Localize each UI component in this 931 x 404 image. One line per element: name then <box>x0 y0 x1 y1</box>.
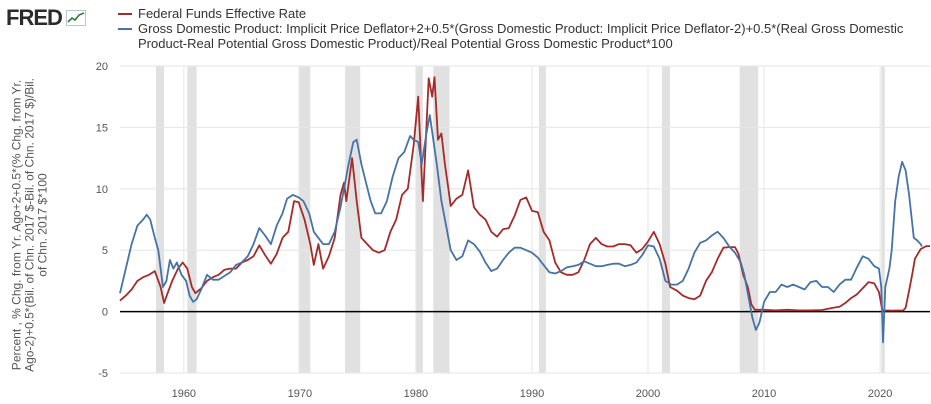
fred-logo[interactable]: FRED <box>6 5 86 31</box>
x-tick-label: 1980 <box>404 388 428 400</box>
x-tick-label: 2010 <box>752 388 776 400</box>
y-tick-label: 0 <box>102 307 108 319</box>
legend-swatch-gdp-rule <box>118 28 132 30</box>
series-line-fed-funds <box>119 76 930 312</box>
y-tick-label: 5 <box>102 245 108 257</box>
legend-item-fed-funds: Federal Funds Effective Rate <box>118 6 918 21</box>
recession-band <box>345 66 361 373</box>
chart-logo-icon <box>65 10 86 26</box>
legend-item-gdp-rule: Gross Domestic Product: Implicit Price D… <box>118 21 918 51</box>
recession-band <box>881 66 885 373</box>
recession-band <box>739 66 759 373</box>
logo-text: FRED <box>6 5 63 30</box>
x-tick-label: 1990 <box>520 388 544 400</box>
recession-band <box>155 66 165 373</box>
recession-band <box>538 66 546 373</box>
x-tick-label: 1970 <box>288 388 312 400</box>
series-line-gdp-rule <box>119 114 923 344</box>
legend-label-fed-funds: Federal Funds Effective Rate <box>138 6 307 21</box>
recession-band <box>433 66 450 373</box>
y-tick-label: -5 <box>98 368 108 380</box>
recession-band <box>187 66 197 373</box>
chart-legend: Federal Funds Effective Rate Gross Domes… <box>118 6 918 51</box>
y-tick-label: 15 <box>96 122 108 134</box>
recession-band <box>415 66 423 373</box>
legend-swatch-fed-funds <box>118 13 132 15</box>
x-tick-label: 1960 <box>172 388 196 400</box>
x-tick-label: 2020 <box>868 388 892 400</box>
y-tick-label: 10 <box>96 184 108 196</box>
y-tick-label: 20 <box>96 61 108 73</box>
recession-band <box>661 66 671 373</box>
x-tick-label: 2000 <box>636 388 660 400</box>
legend-label-gdp-rule: Gross Domestic Product: Implicit Price D… <box>138 21 904 51</box>
